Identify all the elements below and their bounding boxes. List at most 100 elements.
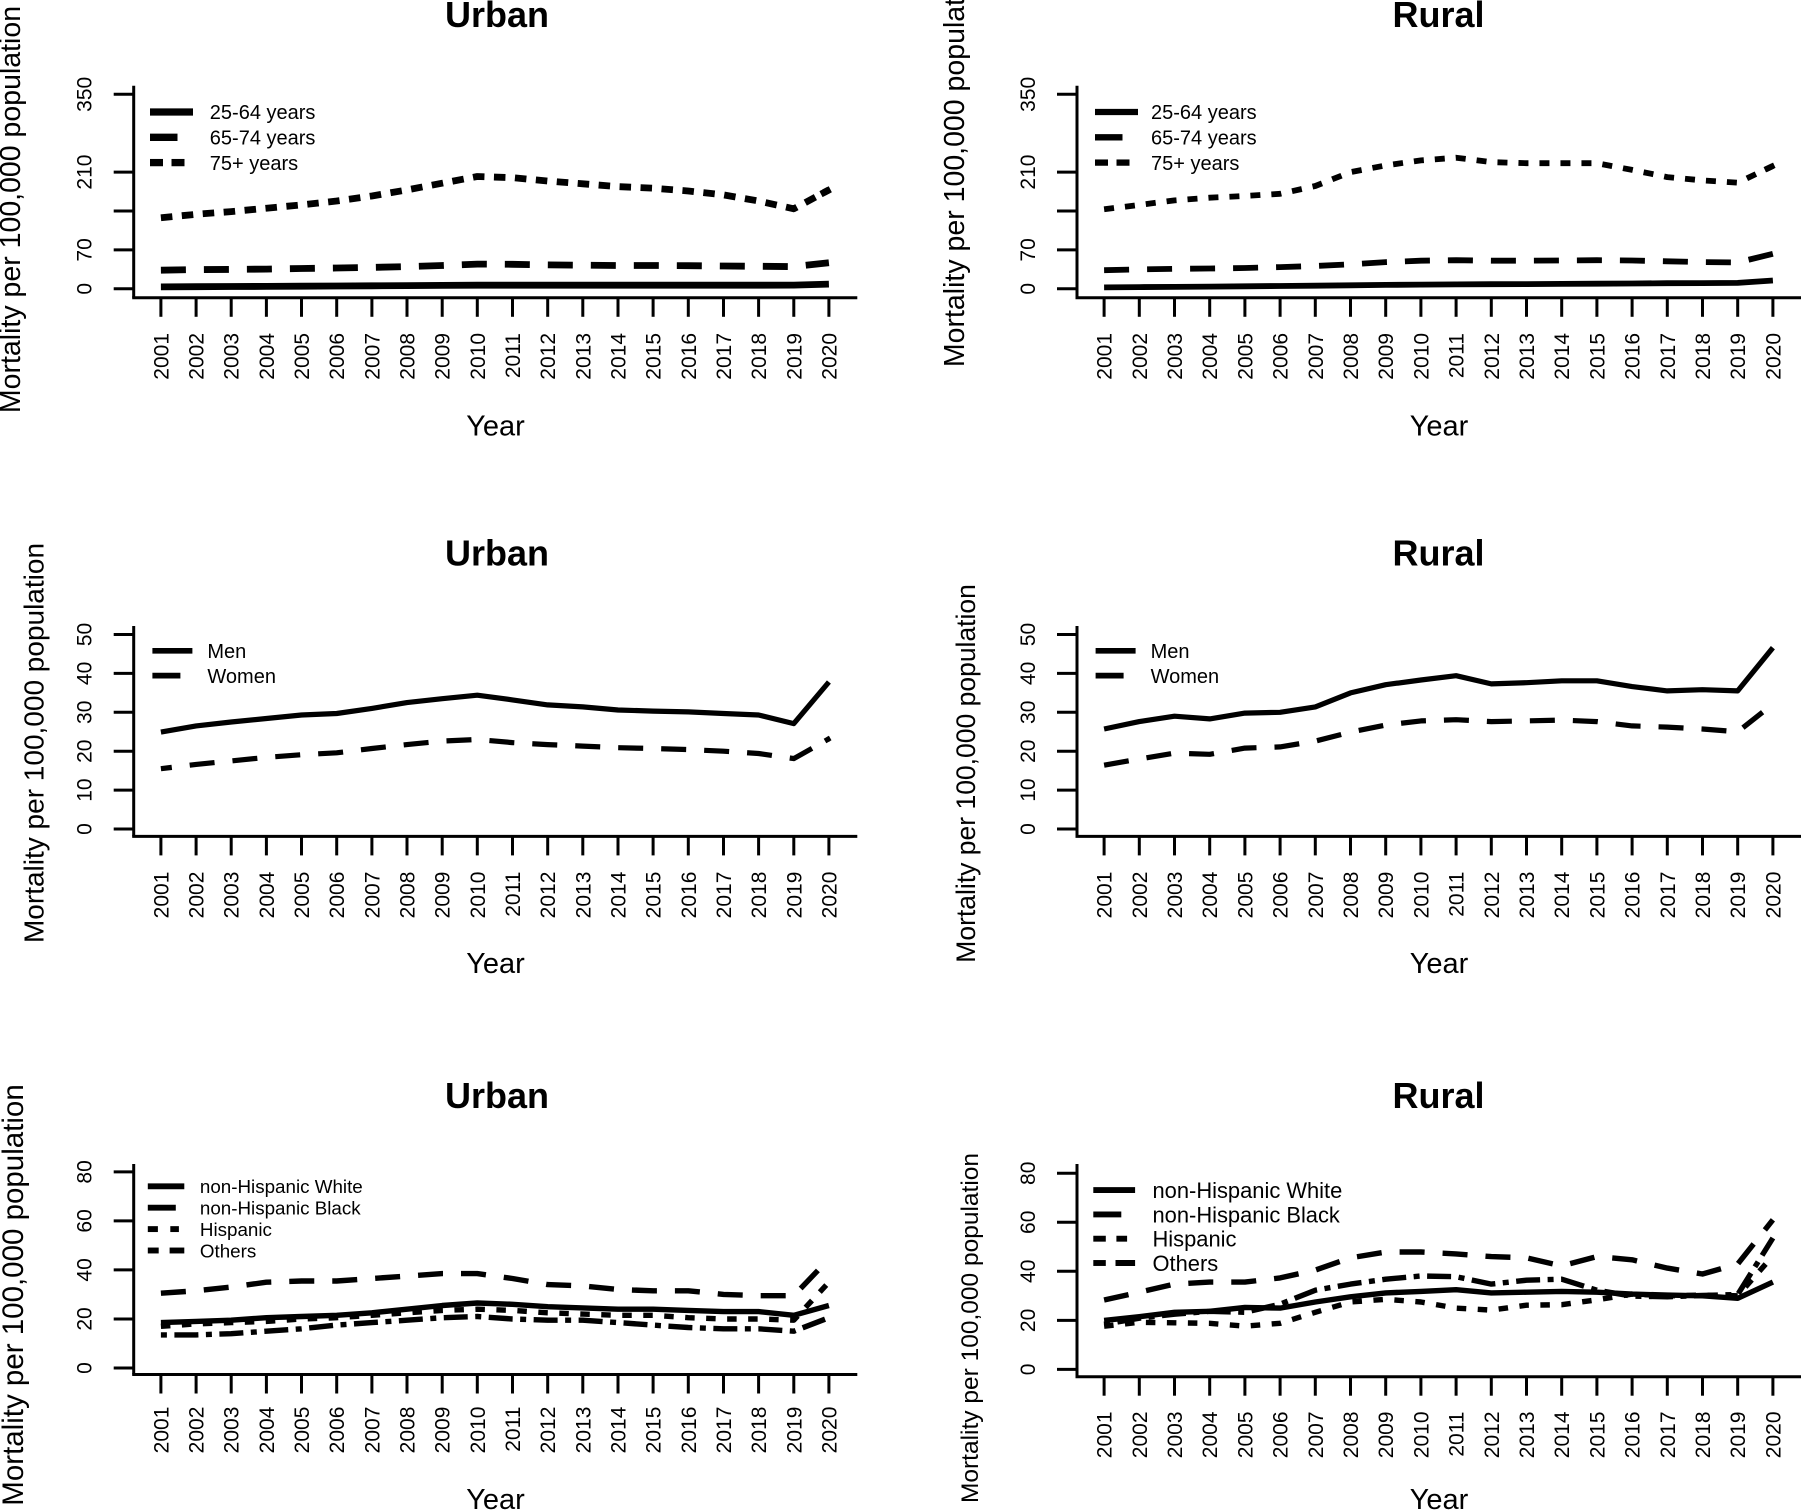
svg-text:non-Hispanic Black: non-Hispanic Black (1153, 1202, 1340, 1227)
svg-text:0: 0 (1017, 283, 1040, 295)
svg-text:2013: 2013 (572, 1407, 595, 1454)
svg-text:Year: Year (1410, 410, 1469, 442)
svg-text:2012: 2012 (537, 872, 560, 919)
svg-text:2017: 2017 (1657, 872, 1680, 919)
svg-text:2011: 2011 (502, 1407, 525, 1452)
svg-text:2002: 2002 (1129, 333, 1152, 380)
svg-text:2010: 2010 (1410, 333, 1433, 380)
svg-text:2014: 2014 (1551, 333, 1574, 380)
svg-text:2005: 2005 (1234, 333, 1257, 380)
svg-text:2019: 2019 (1727, 333, 1750, 380)
svg-text:0: 0 (1017, 823, 1040, 835)
svg-text:Mortality per 100,000 populati: Mortality per 100,000 population (0, 6, 27, 413)
svg-text:20: 20 (74, 740, 97, 763)
svg-text:Year: Year (1410, 948, 1469, 980)
svg-text:2009: 2009 (1375, 872, 1398, 919)
svg-text:210: 210 (1017, 155, 1040, 190)
svg-text:2004: 2004 (1199, 333, 1222, 380)
svg-text:2002: 2002 (1129, 1412, 1152, 1459)
svg-text:2011: 2011 (1446, 333, 1469, 378)
svg-text:2015: 2015 (643, 333, 666, 380)
svg-text:2012: 2012 (1481, 333, 1504, 380)
svg-text:2012: 2012 (537, 1407, 560, 1454)
svg-text:350: 350 (74, 77, 97, 112)
svg-text:350: 350 (1017, 77, 1040, 112)
svg-text:Year: Year (466, 948, 525, 980)
svg-text:2011: 2011 (502, 333, 525, 378)
svg-text:2008: 2008 (397, 872, 420, 919)
svg-text:2011: 2011 (502, 872, 525, 917)
svg-text:2008: 2008 (1340, 333, 1363, 380)
svg-text:50: 50 (74, 623, 97, 646)
svg-text:Mortality per 100,000 populati: Mortality per 100,000 population (957, 1153, 984, 1503)
svg-text:2009: 2009 (1375, 1412, 1398, 1459)
svg-text:2007: 2007 (361, 1407, 384, 1454)
svg-text:2015: 2015 (1586, 333, 1609, 380)
svg-text:25-64 years: 25-64 years (210, 102, 316, 124)
svg-text:Men: Men (1151, 641, 1190, 663)
svg-text:2005: 2005 (1234, 872, 1257, 919)
svg-text:2004: 2004 (1199, 871, 1222, 918)
svg-text:2012: 2012 (537, 333, 560, 380)
svg-text:20: 20 (74, 1307, 97, 1330)
svg-text:Rural: Rural (1392, 0, 1484, 35)
svg-text:2006: 2006 (1270, 333, 1293, 380)
svg-text:Women: Women (1151, 666, 1220, 688)
svg-text:2008: 2008 (1340, 1412, 1363, 1459)
svg-text:2006: 2006 (326, 872, 349, 919)
svg-text:2003: 2003 (221, 872, 244, 919)
svg-text:2005: 2005 (291, 872, 314, 919)
svg-text:2016: 2016 (1622, 1412, 1645, 1459)
svg-text:80: 80 (74, 1160, 97, 1183)
svg-text:non-Hispanic White: non-Hispanic White (200, 1176, 363, 1197)
svg-text:2010: 2010 (467, 872, 490, 919)
svg-text:2019: 2019 (783, 872, 806, 919)
svg-text:0: 0 (74, 1362, 97, 1374)
svg-text:2015: 2015 (1586, 872, 1609, 919)
svg-text:2014: 2014 (1551, 871, 1574, 918)
svg-text:2008: 2008 (1340, 872, 1363, 919)
svg-text:Rural: Rural (1392, 532, 1484, 573)
svg-text:2004: 2004 (256, 1406, 279, 1453)
svg-text:2014: 2014 (1551, 1411, 1574, 1458)
svg-text:2020: 2020 (818, 333, 841, 380)
svg-text:40: 40 (1017, 662, 1040, 685)
svg-text:2019: 2019 (783, 333, 806, 380)
svg-text:2002: 2002 (1129, 872, 1152, 919)
svg-text:10: 10 (74, 778, 97, 801)
svg-text:2011: 2011 (1446, 1412, 1469, 1457)
svg-text:Year: Year (1410, 1484, 1469, 1512)
svg-text:2016: 2016 (1622, 333, 1645, 380)
svg-text:2003: 2003 (221, 1407, 244, 1454)
svg-text:75+ years: 75+ years (210, 153, 298, 175)
svg-text:Year: Year (466, 410, 525, 442)
svg-text:40: 40 (1017, 1260, 1040, 1283)
svg-text:2020: 2020 (1762, 1412, 1785, 1459)
svg-text:non-Hispanic White: non-Hispanic White (1153, 1178, 1343, 1203)
svg-text:2013: 2013 (1516, 1412, 1539, 1459)
svg-text:10: 10 (1017, 778, 1040, 801)
svg-text:Mortality per 100,000 populati: Mortality per 100,000 population (951, 584, 981, 963)
svg-text:2010: 2010 (467, 1407, 490, 1454)
svg-text:2002: 2002 (186, 1407, 209, 1454)
svg-text:Rural: Rural (1392, 1075, 1484, 1116)
svg-text:2014: 2014 (608, 333, 631, 380)
svg-text:0: 0 (74, 823, 97, 835)
svg-text:2017: 2017 (713, 872, 736, 919)
svg-text:2004: 2004 (1199, 1411, 1222, 1458)
svg-text:2005: 2005 (1234, 1412, 1257, 1459)
svg-text:0: 0 (1017, 1364, 1040, 1376)
svg-text:2013: 2013 (1516, 333, 1539, 380)
svg-text:2005: 2005 (291, 1407, 314, 1454)
svg-text:2002: 2002 (186, 333, 209, 380)
svg-text:2001: 2001 (1094, 872, 1117, 919)
svg-text:2019: 2019 (1727, 1412, 1750, 1459)
svg-text:20: 20 (1017, 1309, 1040, 1332)
svg-text:2020: 2020 (1762, 333, 1785, 380)
svg-text:Mortality per 100,000 populati: Mortality per 100,000 population (939, 0, 971, 367)
svg-text:2010: 2010 (1410, 1412, 1433, 1459)
svg-text:Mortality per 100,000 populati: Mortality per 100,000 population (19, 543, 50, 943)
svg-text:2001: 2001 (1094, 1412, 1117, 1459)
svg-text:2016: 2016 (1622, 872, 1645, 919)
svg-text:2009: 2009 (432, 872, 455, 919)
